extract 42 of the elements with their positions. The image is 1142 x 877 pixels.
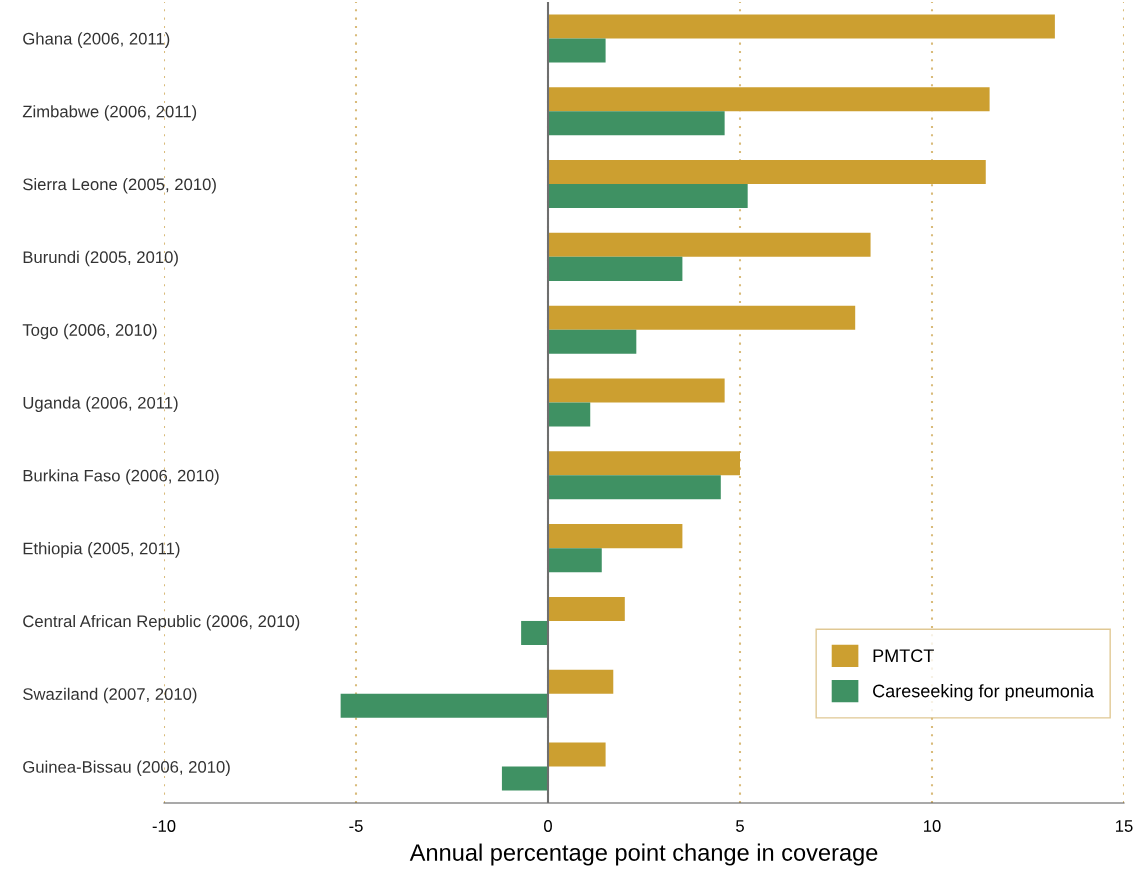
x-tick-label: 15 bbox=[1116, 820, 1133, 832]
y-tick-label: Uganda (2006, 2011) bbox=[23, 396, 178, 412]
bar bbox=[548, 451, 740, 476]
y-tick-label: Burkina Faso (2006, 2010) bbox=[23, 469, 219, 485]
x-tick-label: 0 bbox=[544, 820, 552, 832]
bar bbox=[548, 14, 1055, 39]
y-tick-label: Sierra Leone (2005, 2010) bbox=[23, 178, 216, 194]
bar bbox=[548, 232, 871, 257]
bar bbox=[548, 329, 637, 354]
bar bbox=[548, 378, 725, 403]
bar bbox=[548, 184, 748, 209]
x-tick-label: 10 bbox=[924, 820, 941, 832]
x-tick-label: -5 bbox=[349, 820, 363, 832]
y-tick-label: Swaziland (2007, 2010) bbox=[23, 687, 197, 704]
bar bbox=[548, 87, 990, 112]
y-tick-label: Central African Republic (2006, 2010) bbox=[23, 614, 300, 631]
bar bbox=[548, 256, 683, 281]
y-tick-label: Guinea-Bissau (2006, 2010) bbox=[23, 760, 230, 777]
bar bbox=[548, 524, 683, 549]
x-axis-title: Annual percentage point change in coverage bbox=[409, 843, 878, 866]
y-tick-label: Zimbabwe (2006, 2011) bbox=[22, 105, 197, 121]
bar bbox=[548, 475, 721, 500]
legend-label: Careseeking for pneumonia bbox=[873, 684, 1094, 701]
bar bbox=[521, 620, 548, 645]
y-tick-label: Ghana (2006, 2011) bbox=[23, 32, 170, 48]
x-tick-label: -10 bbox=[152, 820, 176, 832]
bar bbox=[548, 742, 606, 767]
bar bbox=[548, 160, 986, 185]
legend-label: PMTCT bbox=[873, 649, 934, 663]
bar bbox=[548, 669, 614, 694]
y-tick-label: Burundi (2005, 2010) bbox=[23, 250, 178, 267]
bar bbox=[548, 38, 606, 63]
bar bbox=[548, 402, 591, 427]
bar bbox=[548, 305, 856, 330]
bar bbox=[548, 596, 625, 621]
bar bbox=[548, 548, 602, 573]
bar bbox=[340, 693, 548, 718]
x-tick-label: 5 bbox=[736, 820, 744, 832]
y-tick-label: Togo (2006, 2010) bbox=[22, 323, 157, 340]
y-tick-label: Ethiopia (2005, 2011) bbox=[23, 542, 180, 558]
bar bbox=[548, 111, 725, 136]
bar bbox=[501, 766, 548, 791]
